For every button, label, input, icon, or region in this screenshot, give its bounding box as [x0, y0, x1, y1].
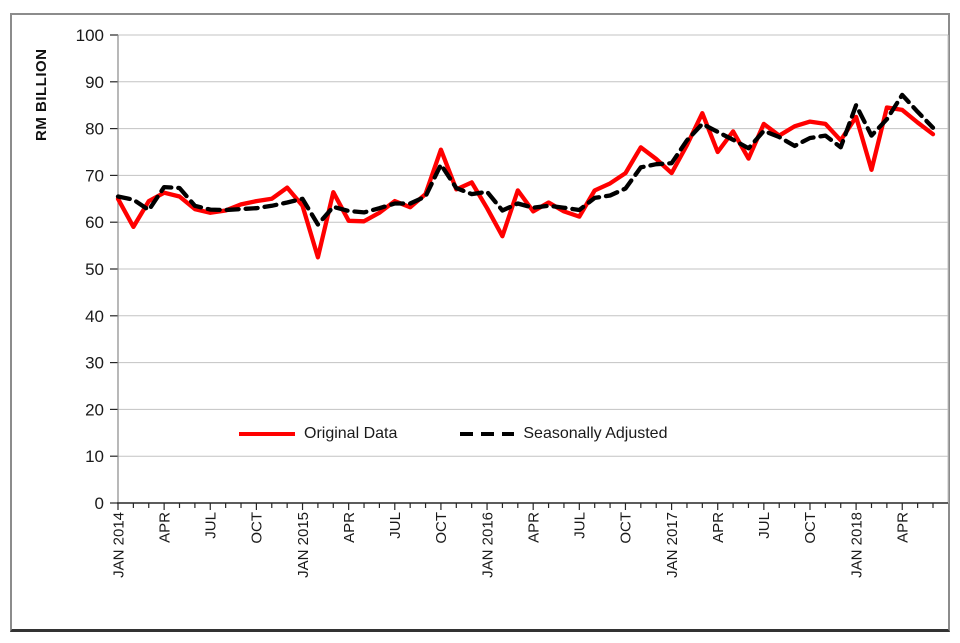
x-axis-tick-label: OCT — [618, 512, 635, 544]
y-axis-tick-label: 20 — [85, 400, 104, 419]
y-axis-tick-label: 10 — [85, 447, 104, 466]
legend-item-original-data: Original Data — [238, 425, 397, 443]
x-axis-tick-label: OCT — [249, 512, 266, 544]
y-axis-tick-label: 30 — [85, 354, 104, 373]
original-data-line-swatch — [239, 432, 295, 436]
x-axis-tick-label: APR — [341, 512, 358, 543]
x-axis-tick-label: OCT — [802, 512, 819, 544]
y-axis-tick-label: 90 — [85, 73, 104, 92]
y-axis-tick-label: 40 — [85, 307, 104, 326]
y-axis-title: RM BILLION — [33, 48, 50, 142]
legend-label-original-data: Original Data — [304, 425, 398, 442]
y-axis-tick-label: 60 — [85, 213, 104, 232]
x-axis-tick-label: JUL — [756, 512, 773, 539]
seasonally-adjusted-line-swatch — [460, 432, 515, 436]
x-axis-tick-label: APR — [525, 512, 542, 543]
x-axis-tick-label: APR — [894, 512, 911, 543]
x-axis-tick-label: JAN 2015 — [295, 512, 312, 578]
y-axis-tick-label: 70 — [85, 166, 104, 185]
x-axis-tick-label: JAN 2016 — [479, 512, 496, 578]
y-axis-tick-label: 80 — [85, 120, 104, 139]
x-axis-tick-label: APR — [710, 512, 727, 543]
x-axis-tick-label: JAN 2017 — [664, 512, 681, 578]
seasonally-adjusted-line — [115, 92, 936, 227]
x-axis-tick-label: JUL — [572, 512, 589, 539]
legend: Original Data Seasonally Adjusted — [238, 425, 667, 443]
y-axis-tick-label: 100 — [76, 26, 104, 45]
y-axis-tick-label: 0 — [95, 494, 104, 513]
x-axis-tick-label: OCT — [433, 512, 450, 544]
x-axis-tick-label: JUL — [387, 512, 404, 539]
original-data-line — [115, 105, 936, 260]
x-axis-tick-label: JAN 2018 — [848, 512, 865, 578]
legend-label-seasonally-adjusted: Seasonally Adjusted — [523, 425, 668, 442]
chart-frame — [10, 13, 950, 632]
x-axis-tick-label: APR — [156, 512, 173, 543]
x-axis-tick-label: JUL — [203, 512, 220, 539]
y-axis-tick-label: 50 — [85, 260, 104, 279]
x-axis-tick-label: JAN 2014 — [110, 512, 127, 578]
legend-item-seasonally-adjusted: Seasonally Adjusted — [459, 425, 667, 443]
